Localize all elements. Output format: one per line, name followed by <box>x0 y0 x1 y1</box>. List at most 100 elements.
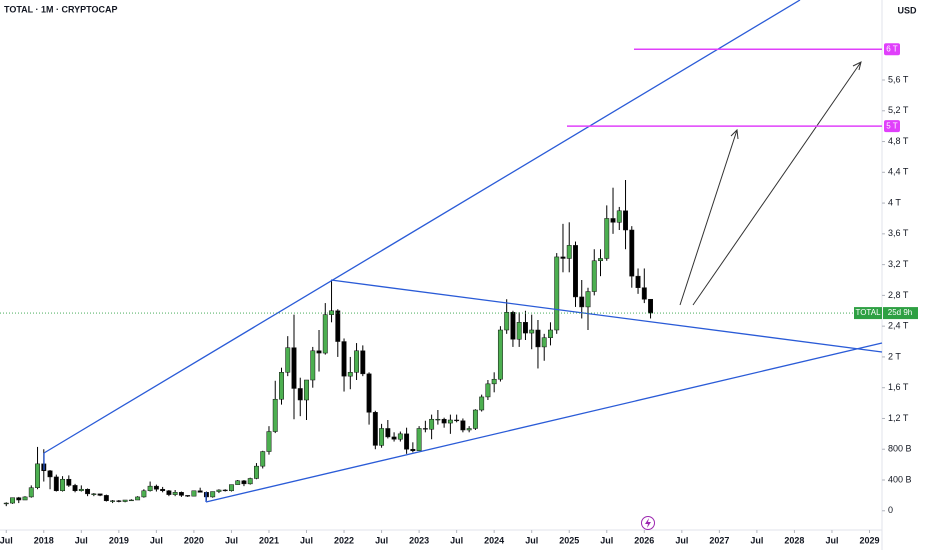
candle-body <box>623 210 628 231</box>
candle-body <box>641 287 647 300</box>
candle-body <box>285 347 291 373</box>
candle-body <box>579 296 585 308</box>
candle-body <box>385 428 391 438</box>
price-level-tag <box>884 120 900 133</box>
x-tick-label: Jul <box>450 535 463 545</box>
candle-body <box>178 492 184 496</box>
candle-body <box>629 229 635 277</box>
candle-body <box>598 258 603 262</box>
y-tick-label: 5,2 T <box>888 105 909 115</box>
x-tick-label: Jul <box>75 535 88 545</box>
candle-body <box>266 431 272 452</box>
y-tick-label: 800 B <box>888 444 912 454</box>
x-tick-label: 2029 <box>859 535 879 545</box>
y-tick-label: 1,6 T <box>888 382 909 392</box>
candle-body <box>185 495 191 497</box>
candle-body <box>260 451 266 467</box>
candle-body <box>222 489 228 492</box>
candle-body <box>103 495 109 502</box>
x-tick-label: 2022 <box>334 535 354 545</box>
candle-body <box>153 485 159 490</box>
candle-body <box>160 488 166 492</box>
candle-body <box>504 312 510 331</box>
symbol-label: TOTAL <box>855 308 881 317</box>
candle-body <box>10 497 15 504</box>
candle-body <box>254 465 259 479</box>
candle-body <box>128 499 134 502</box>
x-tick-label: 2025 <box>559 535 579 545</box>
candle-body <box>172 492 178 495</box>
candle-body <box>422 428 428 430</box>
candle-body <box>566 245 572 259</box>
y-tick-label: 3,6 T <box>888 228 909 238</box>
x-tick-label: Jul <box>300 535 313 545</box>
trend-lines <box>43 0 883 503</box>
candle-body <box>635 275 641 288</box>
candle-body <box>372 412 378 446</box>
y-tick-label: 5,6 T <box>888 74 909 84</box>
x-tick-label: 2024 <box>484 535 504 545</box>
candle-body <box>335 310 341 342</box>
candle-body <box>454 419 460 422</box>
arrow <box>679 128 739 306</box>
x-tick-label: 2028 <box>784 535 804 545</box>
y-tick-label: 4 T <box>888 197 901 207</box>
candle-body <box>147 485 153 492</box>
candle-body <box>591 260 597 292</box>
currency: USD <box>897 5 917 15</box>
candle-body <box>241 480 247 485</box>
candle-body <box>228 484 234 492</box>
countdown-label: 25d 9h <box>888 308 912 317</box>
y-tick-label: 4,4 T <box>888 167 909 177</box>
y-tick-label: 0 <box>888 505 893 515</box>
candle-body <box>535 329 541 348</box>
x-tick-label: Jul <box>525 535 538 545</box>
candle-body <box>97 493 103 496</box>
candle-body <box>497 329 503 380</box>
trend-line <box>43 0 801 454</box>
candle-body <box>47 470 53 478</box>
price-level-label: 6 T <box>886 44 898 53</box>
x-tick-label: 2020 <box>184 535 204 545</box>
candle-body <box>429 418 435 430</box>
symbol-tag <box>854 307 882 320</box>
x-tick-label: Jul <box>600 535 613 545</box>
x-tick-label: Jul <box>375 535 388 545</box>
candle-body <box>216 489 222 492</box>
candle-body <box>3 502 9 505</box>
candle-body <box>416 428 422 452</box>
candle-body <box>441 418 447 424</box>
x-tick-label: Jul <box>750 535 763 545</box>
candle-body <box>28 487 34 498</box>
chart-title: TOTAL · 1M · CRYPTOCAP <box>4 4 118 14</box>
candle-body <box>297 388 303 401</box>
candle-body <box>604 218 610 259</box>
candle-body <box>541 337 547 348</box>
countdown-tag <box>883 307 918 320</box>
candle-body <box>347 372 353 377</box>
event-icon-bolt <box>645 518 651 528</box>
y-tick-label: 2,8 T <box>888 290 909 300</box>
price-level-tag <box>884 43 900 56</box>
candle-body <box>573 245 578 298</box>
arrows <box>679 61 862 306</box>
candle-body <box>560 256 566 259</box>
candle-body <box>35 463 40 488</box>
candle-body <box>66 478 72 486</box>
candle-body <box>510 312 516 340</box>
candle-body <box>410 448 416 452</box>
candle-body <box>60 478 66 492</box>
trend-line <box>330 279 883 353</box>
y-tick-label: 4,8 T <box>888 136 909 146</box>
y-tick-label: 2,4 T <box>888 321 909 331</box>
y-tick-label: 2 T <box>888 351 901 361</box>
candle-body <box>272 398 278 432</box>
candle-body <box>135 496 141 501</box>
candle-body <box>191 490 197 497</box>
candle-body <box>141 490 147 498</box>
candle-body <box>491 378 497 385</box>
candle-body <box>460 420 466 431</box>
plot <box>3 180 654 507</box>
candle-body <box>479 396 485 411</box>
